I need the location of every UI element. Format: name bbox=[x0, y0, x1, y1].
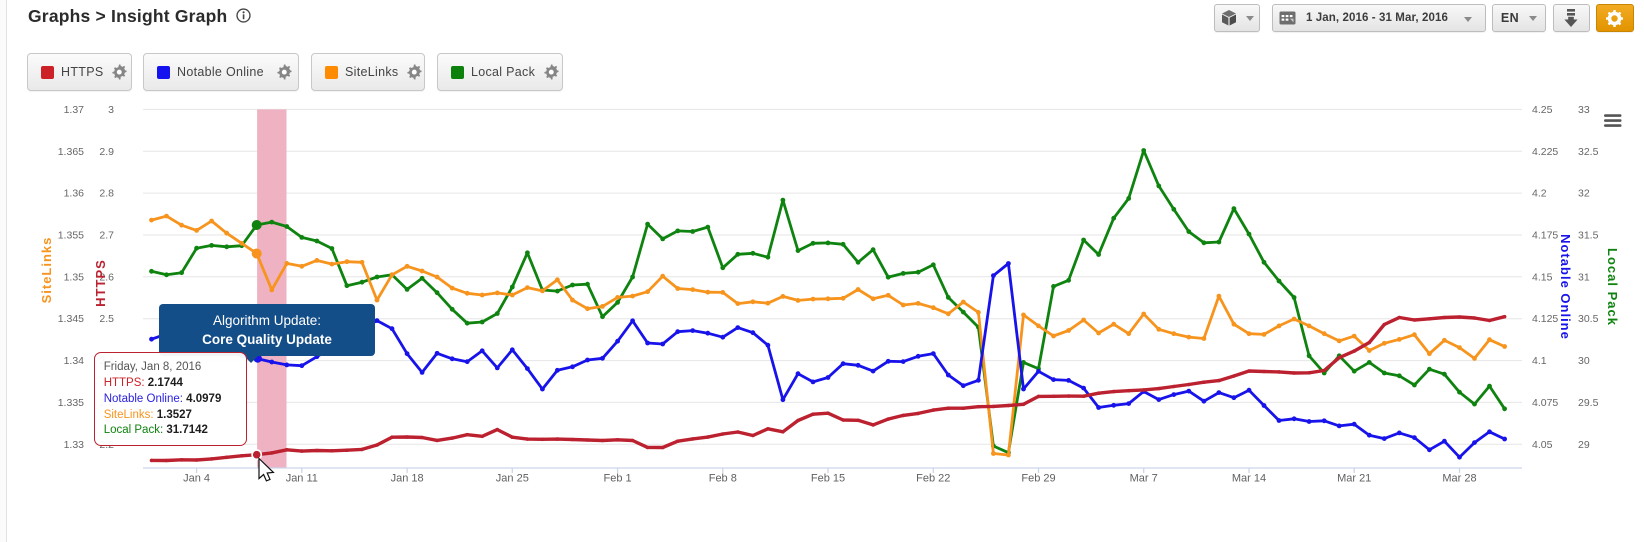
svg-text:HTTPS: HTTPS bbox=[93, 259, 108, 307]
svg-text:Feb 22: Feb 22 bbox=[916, 473, 950, 485]
svg-text:1.35: 1.35 bbox=[64, 271, 85, 283]
svg-text:4.1: 4.1 bbox=[1532, 355, 1547, 367]
svg-text:Mar 28: Mar 28 bbox=[1442, 473, 1476, 485]
svg-text:1.37: 1.37 bbox=[64, 104, 85, 116]
svg-text:4.175: 4.175 bbox=[1532, 230, 1558, 242]
svg-text:4.05: 4.05 bbox=[1532, 439, 1553, 451]
svg-text:3: 3 bbox=[108, 104, 114, 116]
svg-text:1.34: 1.34 bbox=[64, 355, 85, 367]
svg-text:Jan 18: Jan 18 bbox=[391, 473, 424, 485]
svg-text:32.5: 32.5 bbox=[1578, 146, 1599, 158]
svg-text:4.225: 4.225 bbox=[1532, 146, 1558, 158]
svg-text:29: 29 bbox=[1578, 439, 1590, 451]
svg-text:1.36: 1.36 bbox=[64, 188, 85, 200]
svg-text:1.345: 1.345 bbox=[58, 313, 84, 325]
svg-text:4.125: 4.125 bbox=[1532, 313, 1558, 325]
svg-text:Mar 21: Mar 21 bbox=[1337, 473, 1371, 485]
svg-text:Mar 7: Mar 7 bbox=[1130, 473, 1158, 485]
svg-text:30: 30 bbox=[1578, 355, 1590, 367]
svg-text:1.33: 1.33 bbox=[64, 439, 85, 451]
svg-text:29.5: 29.5 bbox=[1578, 397, 1599, 409]
svg-text:Jan 4: Jan 4 bbox=[183, 473, 210, 485]
svg-text:4.15: 4.15 bbox=[1532, 271, 1553, 283]
svg-text:31.5: 31.5 bbox=[1578, 230, 1599, 242]
svg-text:4.25: 4.25 bbox=[1532, 104, 1553, 116]
svg-text:33: 33 bbox=[1578, 104, 1590, 116]
svg-text:30.5: 30.5 bbox=[1578, 313, 1599, 325]
svg-text:Jan 25: Jan 25 bbox=[496, 473, 529, 485]
svg-text:2.5: 2.5 bbox=[99, 313, 114, 325]
svg-text:2.8: 2.8 bbox=[99, 188, 114, 200]
svg-text:Feb 29: Feb 29 bbox=[1021, 473, 1055, 485]
svg-text:2.9: 2.9 bbox=[99, 146, 114, 158]
svg-text:Feb 8: Feb 8 bbox=[709, 473, 737, 485]
svg-text:2.6: 2.6 bbox=[99, 271, 114, 283]
svg-text:4.2: 4.2 bbox=[1532, 188, 1547, 200]
svg-text:32: 32 bbox=[1578, 188, 1590, 200]
svg-text:31: 31 bbox=[1578, 271, 1590, 283]
svg-text:Notable Online: Notable Online bbox=[1558, 234, 1573, 340]
svg-text:Feb 15: Feb 15 bbox=[811, 473, 845, 485]
svg-text:1.365: 1.365 bbox=[58, 146, 84, 158]
svg-text:2.7: 2.7 bbox=[99, 230, 114, 242]
svg-text:Jan 11: Jan 11 bbox=[286, 473, 318, 485]
svg-text:Mar 14: Mar 14 bbox=[1232, 473, 1266, 485]
svg-text:Feb 1: Feb 1 bbox=[604, 473, 632, 485]
svg-text:Local Pack: Local Pack bbox=[1605, 248, 1620, 326]
svg-text:1.335: 1.335 bbox=[58, 397, 84, 409]
svg-text:1.355: 1.355 bbox=[58, 230, 84, 242]
svg-text:SiteLinks: SiteLinks bbox=[39, 237, 54, 304]
svg-text:4.075: 4.075 bbox=[1532, 397, 1558, 409]
